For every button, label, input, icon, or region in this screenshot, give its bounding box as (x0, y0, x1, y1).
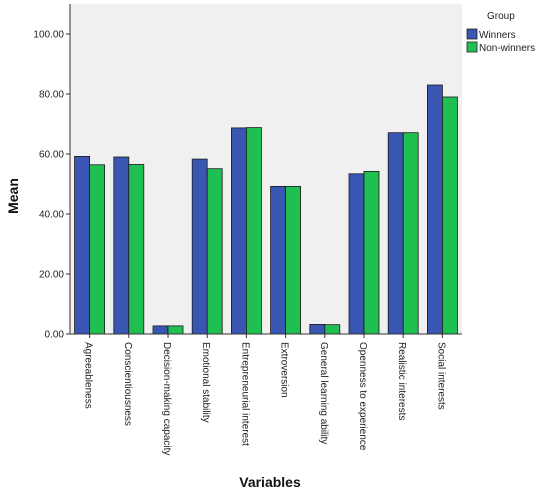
x-category-label: Realistic interests (396, 342, 407, 420)
y-tick-label: 40.00 (39, 210, 64, 221)
y-axis-title: Mean (5, 178, 21, 214)
bar-winners (74, 155, 90, 335)
bar-winners (230, 127, 247, 335)
bar-winners (309, 323, 326, 335)
x-category-label: General learning ability (318, 342, 329, 444)
bar-non-winners (441, 96, 458, 335)
x-category-label: Decision-making capacity (161, 342, 172, 455)
x-category-label: Emotional stability (200, 342, 211, 423)
x-category-label: Openness to experience (357, 342, 368, 451)
bar-winners (348, 173, 365, 335)
bar-non-winners (128, 164, 145, 335)
bar-winners (426, 84, 443, 335)
x-category-label: Entrepreneurial interest (239, 342, 250, 446)
bar-non-winners (89, 164, 105, 335)
bar-winners (152, 325, 169, 335)
legend-swatch-non-winners (466, 41, 478, 53)
legend-label-non-winners: Non-winners (479, 43, 535, 54)
legend-label-winners: Winners (479, 30, 516, 41)
y-tick-label: 80.00 (39, 90, 64, 101)
bar-non-winners (324, 324, 341, 335)
bar-non-winners (167, 325, 184, 335)
bar-non-winners (245, 127, 262, 335)
legend-swatch-winners (466, 28, 478, 40)
y-tick-label: 100.00 (33, 30, 64, 41)
bar-non-winners (285, 185, 302, 335)
bar-non-winners (402, 132, 419, 335)
bar-winners (113, 156, 130, 335)
legend-title: Group (487, 11, 515, 22)
x-category-label: Conscientiousness (122, 342, 133, 426)
x-axis-title: Variables (239, 474, 301, 490)
y-tick-label: 0.00 (45, 330, 65, 341)
bar-winners (191, 158, 208, 335)
legend: Group Winners Non-winners (466, 11, 535, 54)
y-tick-label: 60.00 (39, 150, 64, 161)
bar-non-winners (206, 168, 223, 335)
bar-winners (270, 185, 287, 335)
y-tick-label: 20.00 (39, 270, 64, 281)
x-category-label: Extroversion (279, 342, 290, 398)
bar-winners (387, 132, 404, 335)
bar-non-winners (363, 170, 380, 335)
x-category-label: Agreeableness (83, 342, 94, 409)
x-category-label: Social interests (435, 342, 446, 410)
